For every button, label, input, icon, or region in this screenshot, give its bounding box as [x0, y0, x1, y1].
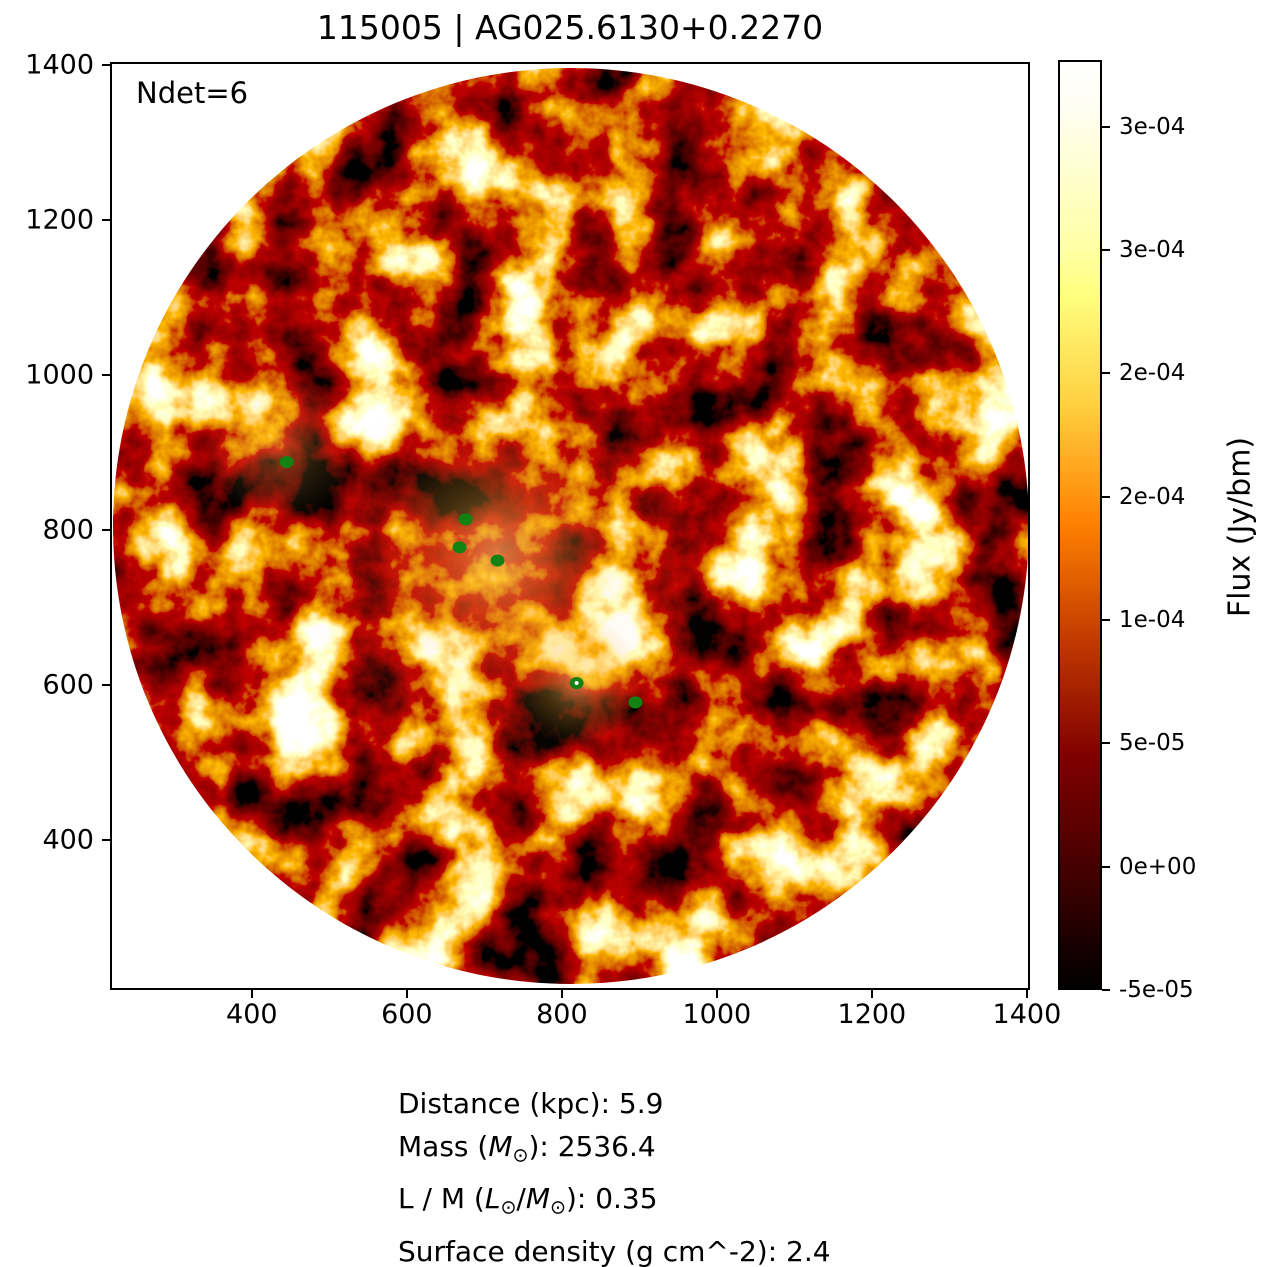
info-segment: L — [484, 1182, 501, 1216]
info-segment: Surface density (g cm^-2): 2.4 — [398, 1234, 831, 1267]
x-tick — [715, 990, 718, 998]
info-segment: / — [516, 1182, 526, 1216]
y-tick-label: 800 — [42, 514, 94, 546]
plot-area: Ndet=6 — [110, 62, 1030, 990]
colorbar-tick-label: 5e-05 — [1119, 730, 1186, 757]
detection-marker-core — [574, 680, 579, 685]
detection-markers — [279, 456, 643, 709]
colorbar-tick — [1102, 248, 1110, 251]
x-tick-label: 1400 — [992, 999, 1062, 1030]
y-tick — [102, 684, 110, 687]
ndet-annotation: Ndet=6 — [136, 76, 249, 110]
x-tick-label: 1200 — [837, 999, 907, 1030]
info-segment: M — [525, 1182, 550, 1216]
colorbar-tick-label: 3e-04 — [1119, 113, 1186, 140]
y-tick — [102, 219, 110, 222]
info-segment: ): 2536.4 — [528, 1130, 656, 1163]
x-tick-label: 600 — [381, 999, 433, 1030]
colorbar-tick — [1102, 495, 1110, 498]
colorbar-tick — [1102, 372, 1110, 375]
info-segment: ⊙ — [550, 1196, 566, 1219]
colorbar-tick — [1102, 742, 1110, 745]
x-tick — [405, 990, 408, 998]
info-segment: Mass ( — [398, 1130, 489, 1163]
colorbar-tick-label: 3e-04 — [1119, 236, 1186, 263]
sky-map-image — [113, 68, 1028, 984]
x-tick-label: 400 — [226, 999, 278, 1030]
y-tick — [102, 64, 110, 67]
info-segment: L / M ( — [398, 1182, 485, 1216]
colorbar-tick — [1102, 618, 1110, 621]
info-line: L / M (L⊙/M⊙): 0.35 — [398, 1177, 831, 1229]
info-line: Mass (M⊙): 2536.4 — [398, 1125, 831, 1177]
info-segment: M — [488, 1130, 513, 1163]
colorbar-tick-label: 0e+00 — [1119, 853, 1197, 880]
colorbar — [1058, 60, 1102, 990]
colorbar-tick-label: 1e-04 — [1119, 606, 1186, 633]
x-tick-label: 1000 — [682, 999, 752, 1030]
y-tick — [102, 529, 110, 532]
detection-marker — [628, 696, 643, 709]
info-segment: ⊙ — [500, 1196, 517, 1219]
info-segment: ): 0.35 — [565, 1182, 658, 1216]
plot-title: 115005 | AG025.6130+0.2270 — [316, 8, 824, 47]
y-tick-label: 1400 — [25, 49, 94, 81]
info-line: Surface density (g cm^-2): 2.4 — [398, 1230, 831, 1267]
y-tick-label: 400 — [42, 824, 94, 856]
colorbar-tick — [1102, 865, 1110, 868]
detection-marker — [452, 541, 467, 554]
info-segment: ⊙ — [512, 1144, 529, 1167]
y-tick-label: 1200 — [25, 204, 94, 236]
x-tick — [1025, 990, 1028, 998]
info-block: Distance (kpc): 5.9 Mass (M⊙): 2536.4 L / … — [398, 1082, 831, 1267]
x-tick — [870, 990, 873, 998]
detection-marker — [279, 456, 294, 469]
colorbar-label: Flux (Jy/bm) — [1222, 436, 1258, 618]
y-tick — [102, 374, 110, 377]
y-tick-label: 600 — [42, 669, 94, 701]
info-segment: Distance (kpc): 5.9 — [398, 1087, 664, 1120]
detection-marker — [458, 513, 473, 526]
y-tick — [102, 839, 110, 842]
info-line: Distance (kpc): 5.9 — [398, 1082, 831, 1125]
colorbar-tick-label: -5e-05 — [1119, 977, 1194, 1003]
colorbar-tick-label: 2e-04 — [1119, 483, 1186, 510]
colorbar-tick-label: 2e-04 — [1119, 360, 1186, 387]
x-tick — [560, 990, 563, 998]
y-tick-label: 1000 — [25, 359, 94, 391]
detection-marker — [490, 554, 505, 567]
x-tick-label: 800 — [536, 999, 588, 1030]
bright-patch — [292, 364, 732, 804]
field-circle — [113, 68, 1028, 984]
colorbar-tick — [1102, 125, 1110, 128]
x-tick — [250, 990, 253, 998]
colorbar-tick — [1102, 989, 1110, 991]
